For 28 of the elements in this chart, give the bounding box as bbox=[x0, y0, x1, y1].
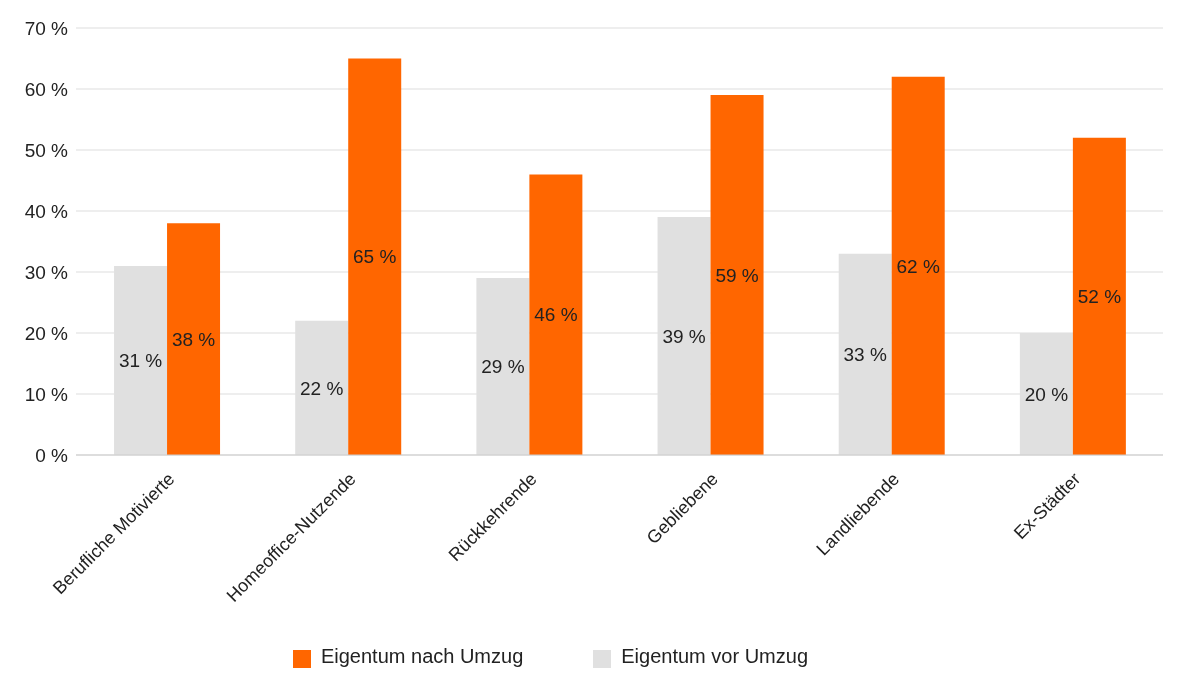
data-label: 20 % bbox=[1024, 383, 1069, 405]
y-tick-label: 0 % bbox=[35, 444, 69, 466]
data-label: 22 % bbox=[300, 377, 344, 399]
data-label: 52 % bbox=[1077, 286, 1122, 308]
y-tick-label: 10 % bbox=[24, 383, 69, 405]
bar bbox=[710, 95, 764, 455]
data-label: 62 % bbox=[896, 255, 940, 277]
y-tick-label: 70 % bbox=[24, 17, 69, 39]
data-label: 46 % bbox=[534, 304, 578, 326]
bar bbox=[348, 58, 402, 455]
y-tick-label: 60 % bbox=[24, 78, 69, 100]
bar bbox=[167, 223, 221, 455]
y-tick-label: 40 % bbox=[24, 200, 69, 222]
bar bbox=[891, 76, 945, 455]
bar bbox=[1072, 137, 1126, 455]
legend-label: Eigentum nach Umzug bbox=[320, 645, 524, 667]
legend-label: Eigentum vor Umzug bbox=[621, 645, 809, 667]
data-label: 29 % bbox=[481, 356, 525, 378]
data-label: 65 % bbox=[353, 246, 397, 268]
y-tick-label: 20 % bbox=[24, 322, 69, 344]
data-label: 33 % bbox=[843, 344, 887, 366]
data-label: 39 % bbox=[662, 325, 706, 347]
data-label: 59 % bbox=[715, 264, 759, 286]
y-tick-label: 30 % bbox=[24, 261, 69, 283]
y-tick-label: 50 % bbox=[24, 139, 69, 161]
bar bbox=[529, 174, 583, 455]
data-label: 31 % bbox=[118, 350, 163, 372]
data-label: 38 % bbox=[171, 328, 216, 350]
